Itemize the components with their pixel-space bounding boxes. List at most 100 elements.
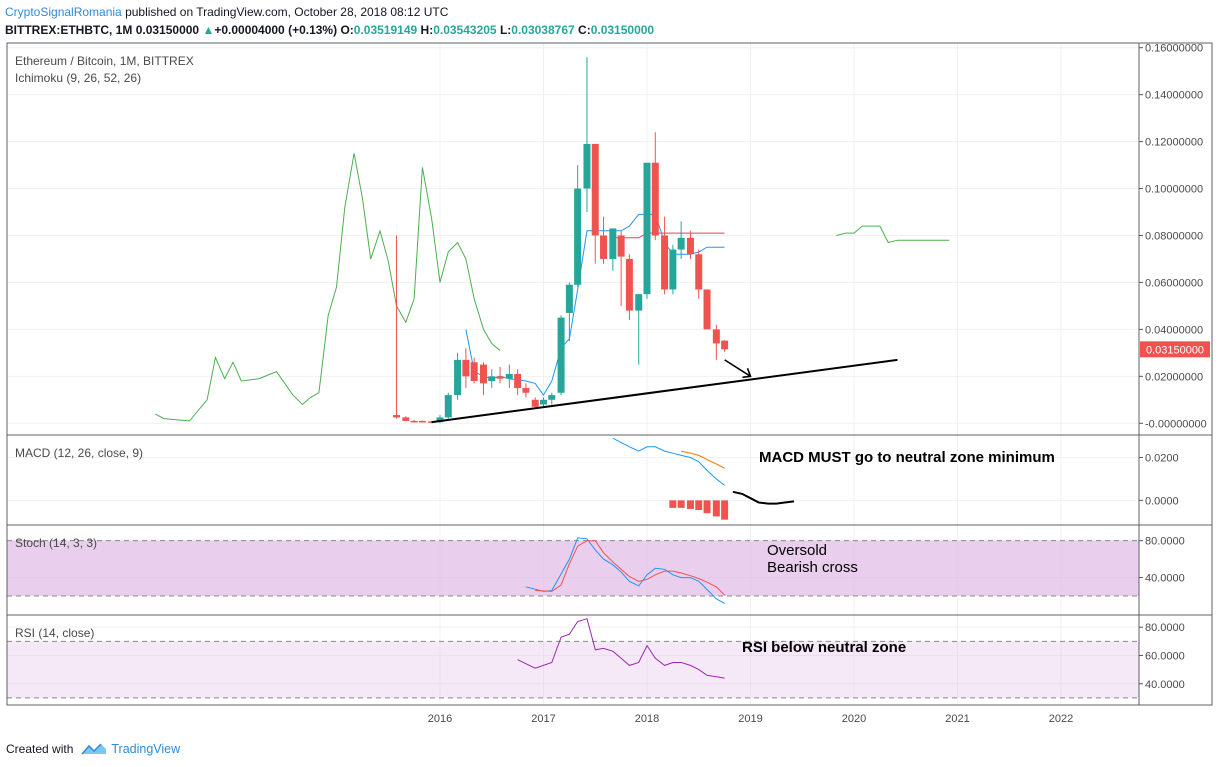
y-tick-label: 0.0000 bbox=[1145, 495, 1179, 507]
high-label: H: bbox=[420, 23, 434, 37]
annotation-bearish-cross: Bearish cross bbox=[767, 559, 858, 576]
y-tick-label: 0.0200 bbox=[1145, 453, 1179, 465]
candle-body bbox=[617, 235, 625, 257]
band-fill bbox=[7, 641, 1139, 698]
candle-body bbox=[669, 249, 677, 290]
candle-body bbox=[479, 364, 487, 384]
tradingview-logo-icon bbox=[81, 743, 107, 755]
y-tick-label: 0.02000000 bbox=[1145, 371, 1203, 383]
candle-body bbox=[677, 237, 685, 250]
macd-histogram-bar bbox=[677, 500, 685, 508]
macd-histogram-bar bbox=[721, 500, 729, 520]
candle-body bbox=[712, 329, 720, 344]
publisher-link[interactable]: CryptoSignalRomania bbox=[5, 5, 122, 19]
open-label: O: bbox=[340, 23, 354, 37]
footer: Created with TradingView bbox=[6, 742, 180, 756]
candle-body bbox=[444, 395, 452, 418]
change-up-icon: ▲ bbox=[202, 23, 215, 37]
macd-line bbox=[612, 437, 725, 486]
high-value: 0.03543205 bbox=[433, 23, 497, 37]
candle-body bbox=[721, 340, 729, 350]
candle-body bbox=[609, 228, 617, 259]
macd-histogram-bar bbox=[686, 500, 694, 509]
x-tick-label: 2017 bbox=[531, 713, 555, 725]
low-label: L: bbox=[499, 23, 512, 37]
macd-histogram-bar bbox=[695, 500, 703, 510]
open-value: 0.03519149 bbox=[353, 23, 418, 37]
symbol-info: BITTREX:ETHBTC, 1M 0.03150000 ▲+0.000040… bbox=[5, 23, 654, 37]
candle-body bbox=[548, 395, 556, 400]
annotation-macd: MACD MUST go to neutral zone minimum bbox=[759, 449, 1055, 466]
y-tick-label: -0.00000000 bbox=[1145, 418, 1207, 430]
x-tick-label: 2021 bbox=[945, 713, 969, 725]
candle-body bbox=[410, 420, 418, 423]
macd-projection-line bbox=[732, 490, 795, 505]
candle-body bbox=[522, 388, 530, 393]
close-label: C: bbox=[578, 23, 591, 37]
stoch-d-line bbox=[535, 540, 725, 596]
y-tick-label: 0.10000000 bbox=[1145, 184, 1203, 196]
candle-body bbox=[703, 289, 711, 330]
y-tick-label: 0.14000000 bbox=[1145, 90, 1203, 102]
y-tick-label: 0.12000000 bbox=[1145, 137, 1203, 149]
candle-body bbox=[505, 373, 513, 379]
candle-body bbox=[514, 373, 522, 389]
candle-body bbox=[600, 235, 608, 259]
published-text: published on TradingView.com, October 28… bbox=[121, 5, 449, 19]
chikou-span-line-right bbox=[836, 225, 950, 244]
rsi-line bbox=[517, 618, 725, 679]
x-tick-label: 2016 bbox=[428, 713, 452, 725]
y-tick-label: 80.0000 bbox=[1145, 536, 1185, 548]
candle-body bbox=[436, 417, 444, 423]
low-value: 0.03038767 bbox=[511, 23, 575, 37]
y-tick-label: 80.0000 bbox=[1145, 622, 1185, 634]
candle-body bbox=[583, 143, 591, 189]
candle-body bbox=[625, 258, 633, 311]
down-arrow-shaft bbox=[724, 359, 751, 377]
price-tag-label: 0.03150000 bbox=[1146, 344, 1204, 356]
candle-body bbox=[643, 162, 651, 295]
candle-body bbox=[686, 237, 694, 255]
annotation-oversold: Oversold bbox=[767, 542, 827, 559]
y-tick-label: 40.0000 bbox=[1145, 573, 1185, 585]
y-tick-label: 0.08000000 bbox=[1145, 230, 1203, 242]
legend-rsi: RSI (14, close) bbox=[15, 626, 94, 640]
kijun-sen-line bbox=[612, 232, 725, 239]
created-with-text: Created with bbox=[6, 742, 74, 756]
candle-body bbox=[540, 399, 547, 405]
chart-frame bbox=[6, 42, 1213, 706]
x-tick-label: 2019 bbox=[738, 713, 762, 725]
y-tick-label: 40.0000 bbox=[1145, 679, 1185, 691]
y-tick-label: 0.06000000 bbox=[1145, 277, 1203, 289]
macd-signal-line bbox=[681, 450, 725, 469]
candle-body bbox=[531, 399, 539, 407]
candle-body bbox=[428, 421, 436, 423]
candle-body bbox=[402, 417, 410, 421]
macd-histogram-bar bbox=[703, 500, 711, 514]
price-change: +0.00004000 (+0.13%) bbox=[214, 23, 338, 37]
candle-body bbox=[565, 284, 573, 313]
y-tick-label: 0.16000000 bbox=[1145, 43, 1203, 55]
tradingview-brand[interactable]: TradingView bbox=[111, 742, 181, 756]
candle-body bbox=[635, 294, 643, 311]
candle-body bbox=[496, 376, 504, 379]
stoch-k-line bbox=[525, 537, 725, 604]
macd-histogram-bar bbox=[669, 500, 677, 508]
publish-info: CryptoSignalRomania published on Trading… bbox=[5, 5, 448, 19]
candle-body bbox=[695, 254, 703, 290]
candle-body bbox=[557, 317, 565, 393]
candle-body bbox=[591, 143, 599, 236]
x-tick-label: 2018 bbox=[635, 713, 659, 725]
candle-body bbox=[418, 420, 426, 423]
candle-body bbox=[661, 235, 669, 290]
candle-body bbox=[470, 362, 478, 382]
x-tick-label: 2022 bbox=[1049, 713, 1073, 725]
candle-body bbox=[488, 376, 496, 382]
legend-macd: MACD (12, 26, close, 9) bbox=[15, 446, 143, 460]
close-value: 0.03150000 bbox=[590, 23, 655, 37]
legend-ichimoku: Ichimoku (9, 26, 52, 26) bbox=[15, 71, 141, 85]
down-arrow-icon bbox=[742, 368, 752, 379]
candle-body bbox=[454, 359, 462, 396]
candle-body bbox=[651, 162, 659, 236]
